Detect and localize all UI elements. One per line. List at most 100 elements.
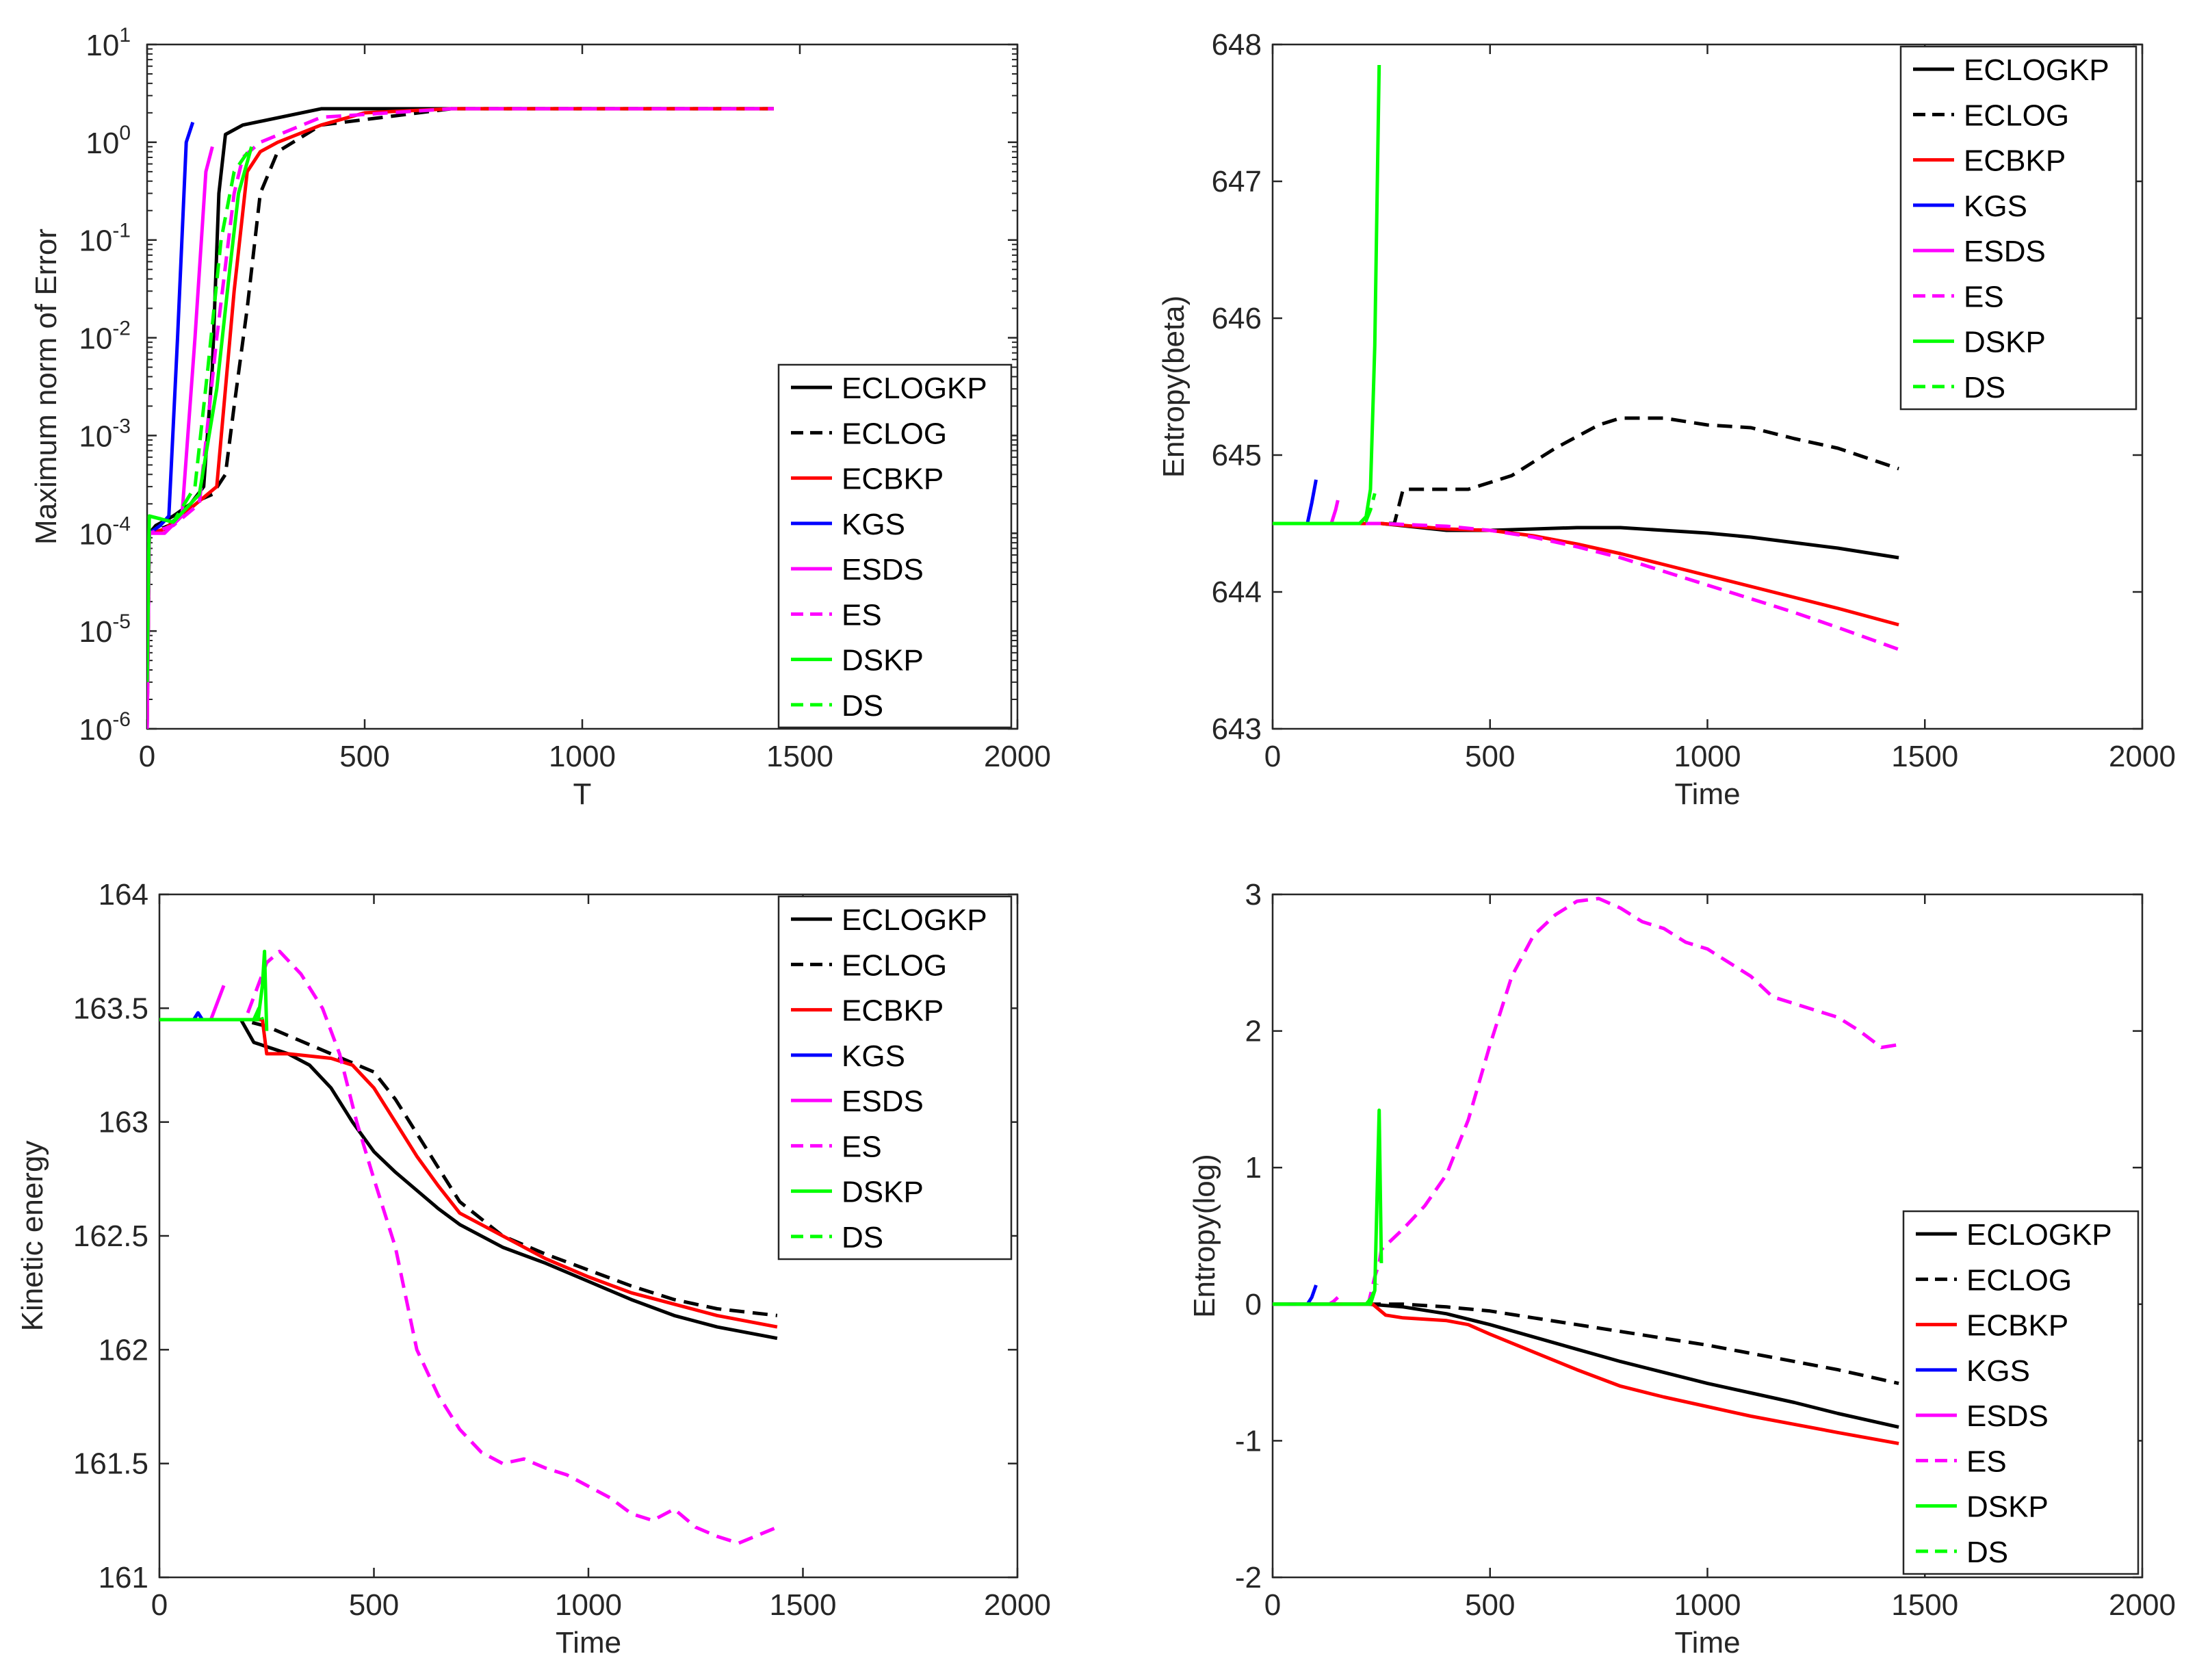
y-tick-label: 100 bbox=[86, 122, 131, 160]
x-axis-label: Time bbox=[1674, 777, 1740, 811]
x-tick-label: 1500 bbox=[1891, 1588, 1958, 1622]
x-tick-label: 1000 bbox=[1674, 1588, 1741, 1622]
legend-label-ecbkp: ECBKP bbox=[842, 463, 944, 496]
y-tick-label: 162.5 bbox=[73, 1219, 148, 1253]
legend-label-ds: DS bbox=[1966, 1536, 2008, 1569]
y-tick-label: 648 bbox=[1212, 28, 1262, 62]
y-tick-label: 10-4 bbox=[79, 513, 131, 551]
legend-label-ecbkp: ECBKP bbox=[842, 994, 944, 1028]
legend-label-eclogkp: ECLOGKP bbox=[842, 903, 987, 937]
legend-label-eclog: ECLOG bbox=[1964, 99, 2069, 132]
x-tick-label: 2000 bbox=[984, 1588, 1051, 1622]
x-tick-label: 0 bbox=[139, 740, 155, 773]
y-axis-label: Entropy(log) bbox=[1188, 1154, 1221, 1318]
series-line-es bbox=[1273, 521, 1899, 651]
y-tick-label: 10-5 bbox=[79, 610, 131, 649]
chart-entropy-log: 0 500 1000 1500 2000 -2 -1 0 1 2 3 Time Entropy(log)… bbox=[1188, 878, 2176, 1659]
y-tick-label: 10-2 bbox=[79, 318, 131, 356]
x-tick-label: 500 bbox=[339, 740, 389, 773]
series-line-ds bbox=[1273, 493, 1377, 526]
series-line-ecbkp bbox=[159, 1018, 778, 1329]
x-tick-label: 1000 bbox=[1674, 740, 1741, 773]
series-line-ds bbox=[147, 145, 253, 682]
y-tick-label: 2 bbox=[1245, 1015, 1262, 1048]
y-tick-label: 101 bbox=[86, 24, 131, 62]
legend-label-ds: DS bbox=[842, 1221, 883, 1254]
series-line-ds bbox=[159, 1006, 264, 1022]
y-tick-label: 646 bbox=[1212, 302, 1262, 335]
legend-label-eclogkp: ECLOGKP bbox=[842, 372, 987, 405]
legend-label-dskp: DSKP bbox=[842, 1176, 924, 1209]
chart-error-norm: 0 500 1000 1500 2000 10-6 10-5 10-4 10-3 10-2 10-1… bbox=[29, 24, 1051, 811]
y-tick-label: 647 bbox=[1212, 165, 1262, 198]
series-line-eclog bbox=[1273, 1302, 1899, 1386]
series-line-eclog bbox=[159, 1018, 778, 1317]
y-axis-label: Kinetic energy bbox=[16, 1141, 49, 1332]
y-tick-label: 1 bbox=[1245, 1151, 1262, 1185]
x-axis-label: T bbox=[573, 777, 592, 811]
y-tick-label: 10-6 bbox=[79, 708, 131, 747]
legend-label-esds: ESDS bbox=[842, 553, 924, 586]
y-tick-label: 161.5 bbox=[73, 1447, 148, 1481]
x-tick-label: 500 bbox=[1465, 740, 1515, 773]
legend-label-es: ES bbox=[842, 1130, 882, 1163]
series-group bbox=[147, 107, 774, 729]
legend-label-kgs: KGS bbox=[842, 508, 905, 541]
legend-label-eclog: ECLOG bbox=[1966, 1263, 2072, 1297]
legend-box bbox=[1902, 1210, 2140, 1575]
y-tick-label: 3 bbox=[1245, 878, 1262, 912]
legend: ECLOGKP ECLOG ECBKP KGS ESDS ES DSKP DS bbox=[1902, 1210, 2140, 1575]
x-tick-label: 0 bbox=[1264, 740, 1281, 773]
x-tick-label: 0 bbox=[151, 1588, 168, 1622]
legend-label-ecbkp: ECBKP bbox=[1966, 1309, 2068, 1343]
series-line-es bbox=[147, 107, 774, 729]
legend-label-kgs: KGS bbox=[1964, 190, 2027, 223]
legend-label-kgs: KGS bbox=[842, 1039, 905, 1073]
series-line-eclogkp bbox=[1273, 1302, 1899, 1429]
legend-label-dskp: DSKP bbox=[1966, 1490, 2049, 1524]
y-axis-label: Entropy(beta) bbox=[1157, 296, 1191, 478]
legend-label-eclogkp: ECLOGKP bbox=[1966, 1218, 2112, 1252]
legend-label-esds: ESDS bbox=[1964, 235, 2046, 268]
legend-box bbox=[1899, 45, 2137, 411]
y-tick-label: 0 bbox=[1245, 1288, 1262, 1321]
x-tick-label: 0 bbox=[1264, 1588, 1281, 1622]
series-line-es bbox=[1273, 896, 1899, 1306]
series-line-dskp bbox=[1273, 1108, 1383, 1306]
x-tick-label: 1500 bbox=[1891, 740, 1958, 773]
y-axis-label: Maximum norm of Error bbox=[29, 229, 63, 545]
legend-label-es: ES bbox=[842, 598, 882, 632]
legend-label-eclog: ECLOG bbox=[842, 417, 947, 450]
legend-label-eclogkp: ECLOGKP bbox=[1964, 53, 2109, 87]
legend-box bbox=[777, 363, 1013, 729]
legend-label-esds: ESDS bbox=[842, 1085, 924, 1118]
legend-label-es: ES bbox=[1966, 1445, 2007, 1478]
legend-label-kgs: KGS bbox=[1966, 1354, 2030, 1388]
legend-label-ds: DS bbox=[1964, 371, 2005, 404]
x-axis-label: Time bbox=[1674, 1626, 1740, 1659]
y-tick-label: 162 bbox=[99, 1333, 148, 1367]
legend-label-esds: ESDS bbox=[1966, 1399, 2049, 1433]
legend-label-dskp: DSKP bbox=[1964, 326, 2046, 359]
legend: ECLOGKP ECLOG ECBKP KGS ESDS ES DSKP DS bbox=[1899, 45, 2137, 411]
y-tick-label: 643 bbox=[1212, 712, 1262, 746]
y-tick-label: -2 bbox=[1235, 1561, 1262, 1594]
legend-label-eclog: ECLOG bbox=[842, 948, 947, 982]
x-tick-label: 2000 bbox=[2109, 1588, 2176, 1622]
chart-kinetic-energy: 0 500 1000 1500 2000 161 161.5 162 162.5 163 163.5… bbox=[16, 878, 1051, 1659]
series-line-ecbkp bbox=[1273, 1302, 1899, 1445]
legend: ECLOGKP ECLOG ECBKP KGS ESDS ES DSKP DS bbox=[777, 895, 1013, 1261]
x-tick-label: 500 bbox=[349, 1588, 399, 1622]
y-tick-label: 10-1 bbox=[79, 220, 131, 258]
legend: ECLOGKP ECLOG ECBKP KGS ESDS ES DSKP DS bbox=[777, 363, 1013, 729]
y-tick-label: 10-3 bbox=[79, 415, 131, 453]
series-line-ds bbox=[1273, 1283, 1379, 1306]
y-tick-label: -1 bbox=[1235, 1424, 1262, 1458]
y-tick-label: 644 bbox=[1212, 576, 1262, 609]
x-tick-label: 500 bbox=[1465, 1588, 1515, 1622]
legend-label-ecbkp: ECBKP bbox=[1964, 144, 2066, 178]
legend-label-dskp: DSKP bbox=[842, 644, 924, 677]
y-tick-label: 645 bbox=[1212, 439, 1262, 472]
series-line-dskp bbox=[159, 949, 269, 1031]
